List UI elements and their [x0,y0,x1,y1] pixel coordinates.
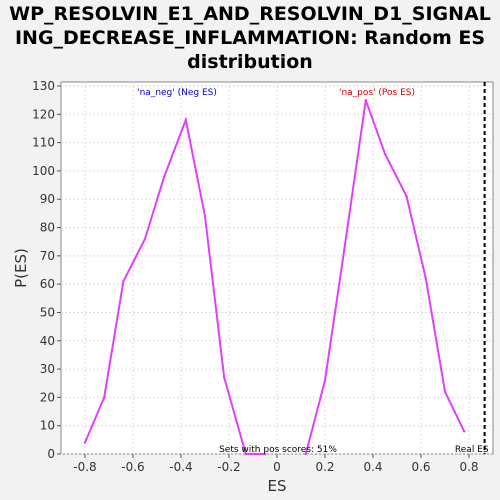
x-tick-label: -0.4 [169,460,192,474]
chart-title-line: ING_DECREASE_INFLAMMATION: Random ES [14,27,486,49]
chart-title-line: distribution [187,51,313,73]
data-point [343,248,346,252]
data-point [364,98,367,102]
y-tick-label: 110 [32,136,55,150]
y-tick-label: 80 [40,221,55,235]
data-point [203,215,207,218]
data-point [103,396,106,399]
y-tick-label: 40 [40,334,55,348]
y-tick-label: 50 [40,305,55,319]
data-point [122,280,125,283]
y-axis-label: P(ES) [12,248,30,288]
data-point [223,376,226,379]
x-tick-label: -0.2 [217,460,240,474]
series-lines [83,98,466,456]
x-tick-label: 0.2 [315,460,334,474]
data-point [244,452,247,456]
real-es-label: Real ES [455,445,489,455]
series-label-pos: 'na_pos' (Pos ES) [339,88,415,98]
x-tick-label: -0.6 [121,460,144,474]
chart-title: WP_RESOLVIN_E1_AND_RESOLVIN_D1_SIGNAL ING… [0,2,500,74]
y-tick-label: 30 [40,362,55,376]
y-tick-label: 20 [40,390,55,404]
x-axis-label: ES [268,477,287,495]
data-point [143,237,147,241]
y-tick-label: 0 [47,447,55,461]
chart-title-line: WP_RESOLVIN_E1_AND_RESOLVIN_D1_SIGNAL [9,3,491,25]
data-point [184,118,187,122]
y-tick-label: 10 [40,419,55,433]
y-tick-label: 130 [32,79,55,93]
y-tick-label: 60 [40,277,55,291]
data-point [263,452,267,456]
data-point [443,390,447,393]
data-point [424,277,427,280]
x-tick-label: 0 [273,460,281,474]
y-tick-label: 90 [40,192,55,206]
data-point [163,175,166,178]
data-point [405,195,408,198]
data-point [304,452,307,456]
y-tick-label: 100 [32,164,55,178]
series-labels: 'na_neg' (Neg ES) 'na_pos' (Pos ES) Sets w… [137,82,489,455]
data-point [83,441,87,444]
series-line-neg [84,116,265,455]
data-point [383,152,387,156]
data-point [323,379,327,382]
x-tick-label: 0.8 [459,460,478,474]
pos-scores-annotation: Sets with pos scores: 51% [219,445,337,455]
series-label-neg: 'na_neg' (Neg ES) [137,88,217,98]
axis-ticks: 0 10 20 30 40 50 60 70 80 90 100 110 120 130 -0.8 -0.6 -… [32,79,478,474]
y-tick-label: 120 [32,107,55,121]
x-tick-label: 0.4 [363,460,382,474]
x-tick-label: 0.6 [411,460,430,474]
x-tick-label: -0.8 [73,460,96,474]
data-point [463,430,466,433]
y-tick-label: 70 [40,249,55,263]
